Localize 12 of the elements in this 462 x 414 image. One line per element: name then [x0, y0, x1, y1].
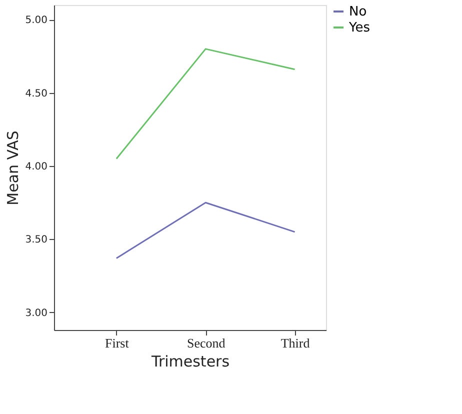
- y-axis-title: Mean VAS: [4, 130, 22, 206]
- y-tick-label: 4.00: [25, 162, 48, 173]
- y-tick-label: 3.50: [25, 234, 48, 246]
- x-tick-label: Third: [280, 336, 310, 350]
- x-axis-title: Trimesters: [150, 352, 230, 370]
- x-tick-label: Second: [186, 336, 226, 350]
- legend-label: Yes: [348, 20, 370, 36]
- x-tick-label: First: [105, 336, 130, 350]
- y-tick-label: 3.00: [25, 308, 48, 319]
- legend-label: No: [349, 4, 367, 20]
- y-tick-label: 4.50: [25, 88, 48, 100]
- y-tick-label: 5.00: [25, 15, 48, 26]
